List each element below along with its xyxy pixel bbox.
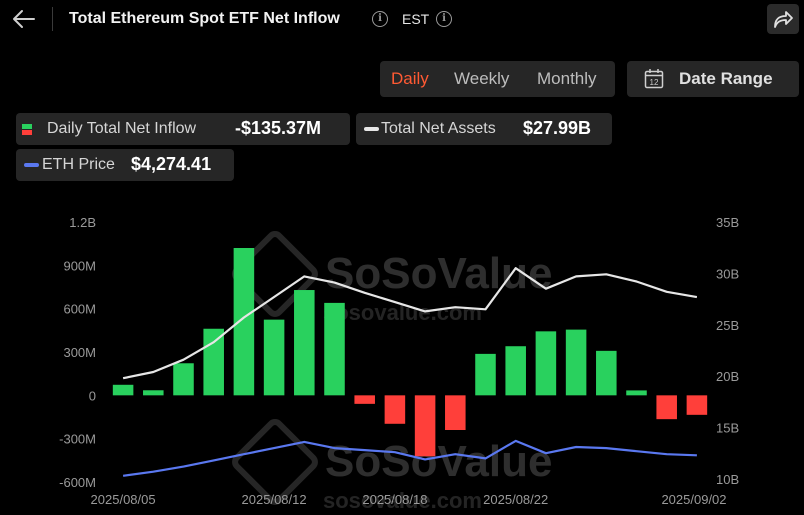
legend-net-assets[interactable]: Total Net Assets $27.99B bbox=[356, 113, 612, 145]
inflow-bar bbox=[596, 350, 617, 396]
y-right-tick-label: 35B bbox=[716, 215, 739, 230]
share-button[interactable] bbox=[767, 4, 799, 34]
bar-legend-icon bbox=[22, 124, 32, 135]
tab-monthly[interactable]: Monthly bbox=[537, 69, 597, 88]
top-bar: Total Ethereum Spot ETF Net Inflow i EST… bbox=[0, 0, 804, 40]
date-range-button[interactable]: 12 Date Range bbox=[627, 61, 799, 97]
calendar-icon: 12 bbox=[644, 69, 664, 89]
legend-eth-price[interactable]: ETH Price $4,274.41 bbox=[16, 149, 234, 181]
inflow-bar bbox=[384, 395, 406, 424]
inflow-bar bbox=[475, 353, 496, 396]
share-icon bbox=[774, 11, 793, 28]
inflow-bar bbox=[656, 395, 677, 420]
y-left-tick-label: -300M bbox=[59, 432, 96, 447]
assets-label: Total Net Assets bbox=[381, 120, 496, 137]
x-tick-label: 2025/08/22 bbox=[483, 492, 548, 507]
inflow-bar bbox=[112, 384, 134, 396]
x-tick-label: 2025/08/12 bbox=[242, 492, 307, 507]
y-right-tick-label: 25B bbox=[716, 318, 739, 333]
net-assets-line bbox=[122, 267, 698, 380]
inflow-bar bbox=[535, 331, 557, 396]
blue-line-legend-icon bbox=[24, 163, 39, 167]
etf-flow-chart[interactable]: SoSoValuesosovalue.comSoSoValuesosovalue… bbox=[0, 200, 804, 515]
y-right-tick-label: 15B bbox=[716, 421, 739, 436]
inflow-label: Daily Total Net Inflow bbox=[47, 120, 197, 137]
y-right-tick-label: 30B bbox=[716, 266, 739, 281]
y-left-tick-label: 600M bbox=[63, 302, 96, 317]
y-left-tick-label: 1.2B bbox=[69, 215, 96, 230]
y-left-tick-label: 900M bbox=[63, 258, 96, 273]
eth-price-line bbox=[122, 439, 697, 477]
inflow-bar bbox=[324, 302, 345, 396]
inflow-bar bbox=[626, 390, 647, 396]
x-tick-label: 2025/09/02 bbox=[661, 492, 726, 507]
header-divider bbox=[52, 7, 53, 31]
price-label: ETH Price bbox=[42, 156, 115, 173]
inflow-bar bbox=[414, 395, 436, 457]
watermark-url: sosovalue.com bbox=[323, 488, 482, 513]
inflow-value: -$135.37M bbox=[235, 118, 322, 138]
timezone-info-icon[interactable]: i bbox=[436, 11, 452, 27]
inflow-bar bbox=[233, 248, 255, 396]
timezone-label: EST bbox=[402, 11, 430, 27]
x-tick-label: 2025/08/18 bbox=[362, 492, 427, 507]
y-left-tick-label: 0 bbox=[89, 388, 96, 403]
tab-daily[interactable]: Daily bbox=[391, 69, 429, 88]
price-value: $4,274.41 bbox=[131, 154, 212, 174]
x-tick-label: 2025/08/05 bbox=[91, 492, 156, 507]
watermark-logo-icon bbox=[232, 419, 318, 505]
inflow-bar bbox=[294, 290, 315, 396]
date-range-label: Date Range bbox=[679, 69, 773, 88]
page-title: Total Ethereum Spot ETF Net Inflow bbox=[69, 10, 340, 27]
inflow-bar bbox=[203, 328, 224, 396]
inflow-bar bbox=[565, 329, 587, 396]
period-toggle: Daily Weekly Monthly bbox=[380, 61, 615, 97]
inflow-bar bbox=[354, 395, 375, 404]
inflow-bar bbox=[143, 390, 164, 396]
tab-weekly[interactable]: Weekly bbox=[454, 69, 510, 88]
white-line-legend-icon bbox=[364, 127, 379, 131]
inflow-bar bbox=[445, 395, 466, 430]
inflow-bar bbox=[505, 346, 526, 396]
arrow-left-icon[interactable] bbox=[10, 6, 38, 32]
y-left-tick-label: -600M bbox=[59, 475, 96, 490]
y-right-tick-label: 20B bbox=[716, 369, 739, 384]
assets-value: $27.99B bbox=[523, 118, 592, 138]
info-icon[interactable]: i bbox=[372, 11, 388, 27]
watermark-text: SoSoValue bbox=[325, 249, 552, 298]
watermark-text: SoSoValue bbox=[325, 437, 552, 486]
inflow-bar bbox=[173, 363, 194, 396]
y-right-tick-label: 10B bbox=[716, 472, 739, 487]
calendar-icon-number: 12 bbox=[650, 78, 659, 87]
legend-daily-inflow[interactable]: Daily Total Net Inflow -$135.37M bbox=[16, 113, 350, 145]
inflow-bar bbox=[686, 395, 708, 415]
y-left-tick-label: 300M bbox=[63, 345, 96, 360]
inflow-bar bbox=[263, 319, 285, 396]
